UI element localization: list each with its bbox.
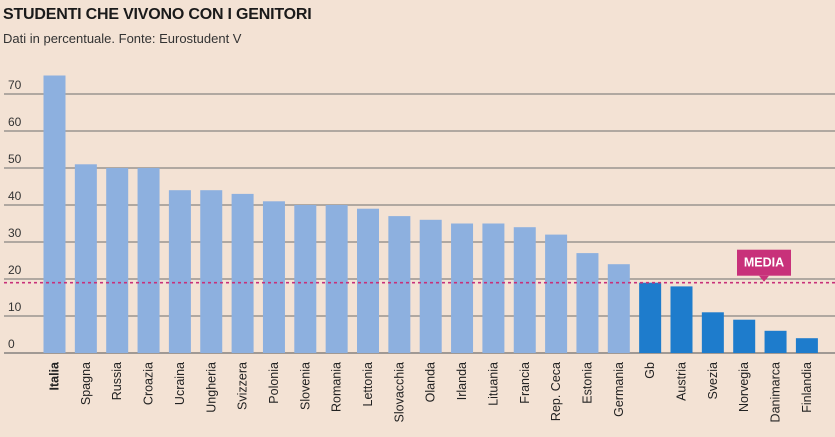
bar-svezia <box>701 312 724 353</box>
bar-olanda <box>419 219 442 353</box>
x-tick-label-norvegia: Norvegia <box>737 362 751 412</box>
x-tick-label-russia: Russia <box>110 362 124 400</box>
x-tick-label-austria: Austria <box>675 362 689 401</box>
bar-gb <box>639 282 662 353</box>
average-badge <box>737 249 791 276</box>
page-subtitle: Dati in percentuale. Fonte: Eurostudent … <box>3 31 242 46</box>
bars <box>43 75 818 353</box>
x-tick-labels: Italia Spagna Russia Croazia Ucraina Ungheria… <box>48 361 814 422</box>
x-tick-label-slovenia: Slovenia <box>298 362 312 410</box>
x-tick-label-italia: Italia <box>48 361 62 391</box>
page-title: STUDENTI CHE VIVONO CON I GENITORI <box>3 6 312 23</box>
y-tick-label-0: 0 <box>8 337 15 351</box>
bar-lituania <box>482 223 505 353</box>
bar-croazia <box>137 168 160 353</box>
bar-slovacchia <box>388 216 411 353</box>
bar-francia <box>513 227 536 353</box>
x-tick-label-polonia: Polonia <box>267 362 281 404</box>
bar-ucraina <box>168 190 191 353</box>
x-tick-label-rep-ceca: Rep. Ceca <box>549 362 563 421</box>
y-tick-label-10: 10 <box>8 300 22 314</box>
y-tick-label-30: 30 <box>8 226 22 240</box>
average-badge-pointer <box>759 275 769 282</box>
x-tick-label-lituania: Lituania <box>486 362 500 406</box>
x-tick-label-slovacchia: Slovacchia <box>392 362 406 422</box>
average-label: MEDIA <box>744 256 784 270</box>
x-tick-label-ucraina: Ucraina <box>173 362 187 405</box>
bar-austria <box>670 286 693 353</box>
x-tick-label-estonia: Estonia <box>580 362 594 404</box>
bar-polonia <box>262 201 285 353</box>
bar-svizzera <box>231 193 254 353</box>
y-tick-label-50: 50 <box>8 152 22 166</box>
bar-romania <box>325 205 348 353</box>
average-marker: MEDIA <box>4 249 835 284</box>
x-tick-label-germania: Germania <box>612 362 626 417</box>
x-tick-label-romania: Romania <box>330 362 344 412</box>
x-tick-label-danimarca: Danimarca <box>769 362 783 422</box>
bar-germania <box>607 264 630 353</box>
x-tick-label-croazia: Croazia <box>142 362 156 405</box>
bar-danimarca <box>764 330 787 353</box>
bar-rep-ceca <box>545 234 568 353</box>
bar-ungheria <box>200 190 223 353</box>
x-tick-label-spagna: Spagna <box>79 362 93 405</box>
gridlines: 0 10 20 30 40 50 60 70 <box>4 78 835 354</box>
bar-spagna <box>74 164 97 353</box>
y-tick-label-60: 60 <box>8 115 22 129</box>
y-tick-label-70: 70 <box>8 78 22 92</box>
x-tick-label-svizzera: Svizzera <box>236 362 250 410</box>
y-tick-label-40: 40 <box>8 189 22 203</box>
bar-italia <box>43 75 66 353</box>
x-tick-label-finlandia: Finlandia <box>800 362 814 413</box>
bar-finlandia <box>795 338 818 353</box>
x-tick-label-ungheria: Ungheria <box>204 362 218 413</box>
bar-russia <box>106 168 129 353</box>
bar-slovenia <box>294 205 317 353</box>
bar-irlanda <box>451 223 474 353</box>
y-tick-label-20: 20 <box>8 263 22 277</box>
x-tick-label-lettonia: Lettonia <box>361 362 375 407</box>
x-tick-label-francia: Francia <box>518 362 532 404</box>
bar-norvegia <box>733 319 756 353</box>
x-tick-label-gb: Gb <box>643 362 657 379</box>
x-tick-label-olanda: Olanda <box>424 362 438 402</box>
x-tick-label-svezia: Svezia <box>706 362 720 400</box>
bar-estonia <box>576 253 599 353</box>
bar-lettonia <box>357 208 379 353</box>
x-tick-label-irlanda: Irlanda <box>455 362 469 400</box>
